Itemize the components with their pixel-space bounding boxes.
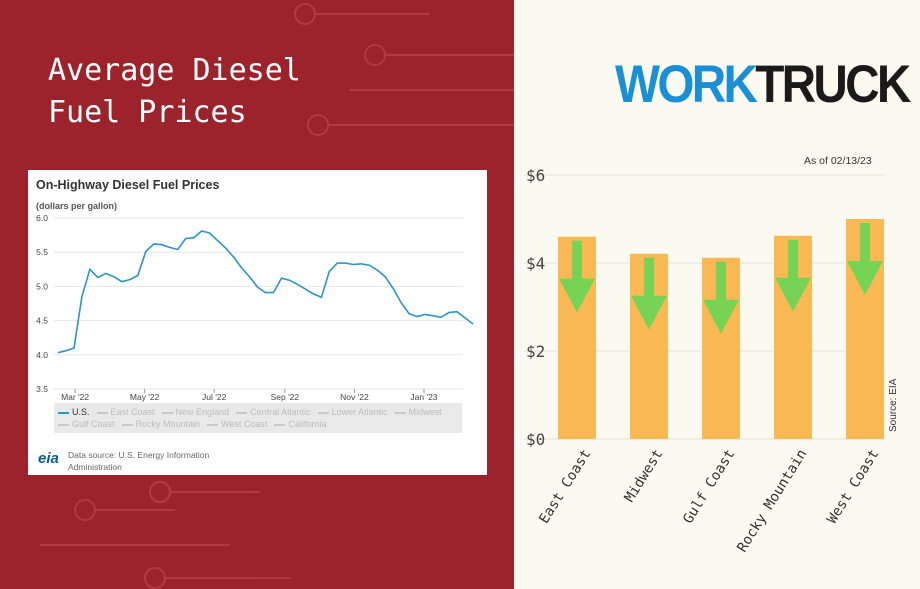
x-tick-label: Jan '23 <box>410 392 437 402</box>
y-tick-label: 5.0 <box>36 281 48 291</box>
legend-label: West Coast <box>221 419 268 429</box>
eia-source-text: Data source: U.S. Energy Information Adm… <box>68 450 210 472</box>
y-tick-label: 5.5 <box>36 247 48 257</box>
bar-category-label: Gulf Coast <box>680 447 738 527</box>
y-tick-label: 4.5 <box>36 316 48 326</box>
legend-label: Central Atlantic <box>250 407 311 417</box>
right-panel: WORKTRUCK $0 $2 $4 $6 East Coast Midwest Gulf … <box>514 0 920 589</box>
legend-swatch <box>58 423 69 426</box>
legend-swatch <box>317 411 329 414</box>
bar-category-label: Rocky Mountain <box>734 447 810 556</box>
legend-label: Gulf Coast <box>72 419 115 429</box>
x-tick-label: Mar '22 <box>61 392 89 402</box>
legend-swatch <box>274 423 286 426</box>
bar-category-label: East Coast <box>536 447 594 527</box>
legend-entry[interactable]: Midwest <box>394 406 442 418</box>
x-tick-label: Nov '22 <box>340 392 369 402</box>
y-tick-label: 4.0 <box>36 350 48 360</box>
legend-label: East Coast <box>110 407 155 417</box>
us-price-line <box>57 230 474 354</box>
bar-category-label: West Coast <box>824 447 882 527</box>
eia-legend: U.S. East Coast New England Central Atlanti… <box>54 403 462 433</box>
source-label: Source: EIA <box>888 378 899 432</box>
title-line-1: Average Diesel <box>48 53 301 88</box>
logo-work: WORK <box>615 55 758 114</box>
bar-y-tick-label: $0 <box>526 430 545 449</box>
legend-entry[interactable]: West Coast <box>207 418 267 430</box>
regional-price-bar-chart: $0 $2 $4 $6 East Coast Midwest Gulf CoastRocky… <box>524 155 899 556</box>
bar-y-tick-label: $4 <box>526 254 545 273</box>
legend-label: Midwest <box>408 407 442 417</box>
down-arrow-icon <box>631 257 667 330</box>
as-of-date: As of 02/13/23 <box>804 155 872 167</box>
legend-swatch <box>394 411 406 414</box>
legend-entry[interactable]: California <box>274 418 326 430</box>
y-tick-label: 3.5 <box>36 384 48 394</box>
legend-entry[interactable]: Central Atlantic <box>236 406 311 418</box>
legend-label: New England <box>175 407 230 417</box>
legend-entry[interactable]: Rocky Mountain <box>121 418 201 430</box>
eia-unit-label: (dollars per gallon) <box>36 201 118 211</box>
worktruck-logo: WORKTRUCK <box>615 55 911 114</box>
down-arrow-icon <box>703 261 739 334</box>
legend-entry[interactable]: Lower Atlantic <box>317 406 388 418</box>
legend-swatch <box>121 423 133 426</box>
legend-entry[interactable]: New England <box>161 406 230 418</box>
eia-logo: eia <box>38 450 59 467</box>
bar-category-label: Midwest <box>622 447 667 506</box>
x-tick-label: Jul '22 <box>202 392 227 402</box>
legend-entry[interactable]: U.S. <box>58 406 90 418</box>
down-arrow-icon <box>775 239 811 312</box>
bar-y-tick-label: $2 <box>526 342 545 361</box>
page-title: Average Diesel Fuel Prices <box>48 50 301 134</box>
x-tick-label: Sep '22 <box>271 392 300 402</box>
y-tick-label: 6.0 <box>36 213 48 223</box>
legend-label: California <box>288 419 327 429</box>
title-line-2: Fuel Prices <box>48 95 247 130</box>
legend-swatch <box>207 423 219 426</box>
left-panel: Average Diesel Fuel Prices 6.0 5.5 5.0 4.5 4… <box>0 0 514 589</box>
legend-entry[interactable]: Gulf Coast <box>58 418 115 430</box>
circuit-decoration <box>40 3 514 589</box>
legend-swatch <box>161 411 173 414</box>
eia-chart-title: On-Highway Diesel Fuel Prices <box>36 178 220 192</box>
x-tick-label: May '22 <box>130 392 160 402</box>
legend-label: U.S. <box>72 407 90 417</box>
down-arrow-icon <box>847 223 883 295</box>
legend-swatch <box>58 411 69 414</box>
legend-swatch <box>96 411 108 414</box>
eia-line-chart: 6.0 5.5 5.0 4.5 4.0 3.5 Mar '22 May '22 Jul '22 S… <box>36 213 474 402</box>
legend-swatch <box>236 411 248 414</box>
legend-entry[interactable]: East Coast <box>96 406 155 418</box>
legend-label: Rocky Mountain <box>135 419 201 429</box>
down-arrow-icon <box>559 240 595 313</box>
logo-truck: TRUCK <box>755 55 911 114</box>
bar-y-tick-label: $6 <box>526 166 545 185</box>
eia-chart-card: 6.0 5.5 5.0 4.5 4.0 3.5 Mar '22 May '22 Jul '22 S… <box>28 170 487 475</box>
legend-label: Lower Atlantic <box>331 407 388 417</box>
